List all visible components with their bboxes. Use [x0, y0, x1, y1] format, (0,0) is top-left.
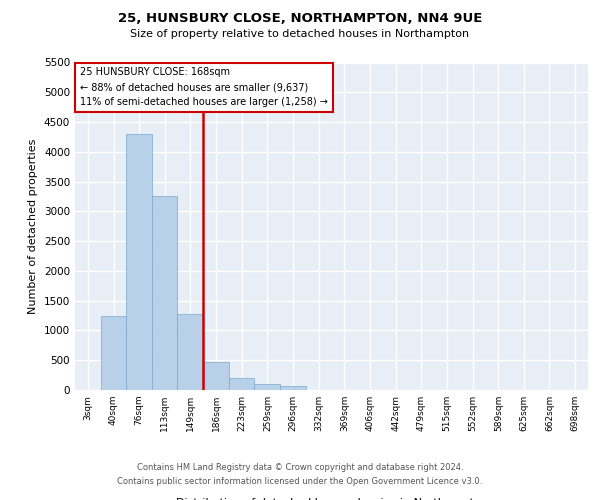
Bar: [229, 378, 254, 390]
Y-axis label: Number of detached properties: Number of detached properties: [28, 138, 38, 314]
Bar: [126, 134, 152, 390]
Text: 25 HUNSBURY CLOSE: 168sqm
← 88% of detached houses are smaller (9,637)
11% of se: 25 HUNSBURY CLOSE: 168sqm ← 88% of detac…: [80, 68, 328, 107]
Text: Contains public sector information licensed under the Open Government Licence v3: Contains public sector information licen…: [118, 477, 482, 486]
Bar: [152, 196, 178, 390]
X-axis label: Distribution of detached houses by size in Northampton: Distribution of detached houses by size …: [176, 498, 487, 500]
Text: Size of property relative to detached houses in Northampton: Size of property relative to detached ho…: [130, 29, 470, 39]
Bar: [280, 386, 305, 390]
Text: Contains HM Land Registry data © Crown copyright and database right 2024.: Contains HM Land Registry data © Crown c…: [137, 464, 463, 472]
Text: 25, HUNSBURY CLOSE, NORTHAMPTON, NN4 9UE: 25, HUNSBURY CLOSE, NORTHAMPTON, NN4 9UE: [118, 12, 482, 26]
Bar: [254, 384, 280, 390]
Bar: [178, 314, 203, 390]
Bar: [203, 362, 229, 390]
Bar: [101, 316, 126, 390]
